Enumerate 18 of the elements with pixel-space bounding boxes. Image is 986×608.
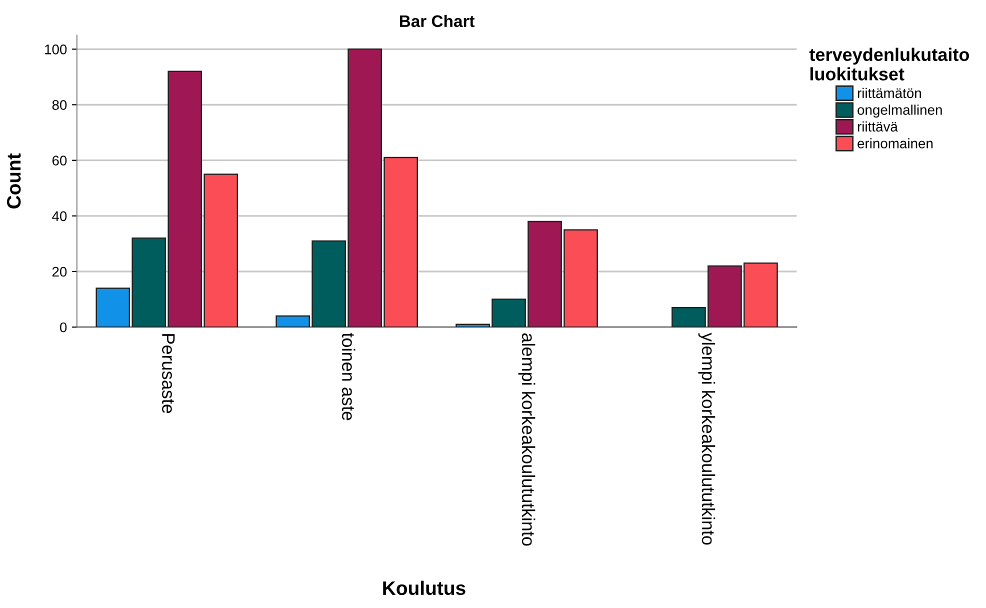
y-tick-label: 0: [60, 322, 67, 332]
x-tick-label: ylempi korkeakoulututkinto: [698, 332, 716, 545]
y-tick-label: 40: [52, 211, 67, 222]
y-tick-label: 100: [45, 44, 67, 54]
legend-title: terveydenlukutaito luokitukset: [809, 48, 970, 80]
y-tick-label: 80: [52, 100, 67, 110]
y-tick-label: 20: [52, 266, 67, 277]
x-tick-label: Perusaste: [162, 334, 175, 414]
legend-label: riittämätön: [858, 88, 921, 98]
x-axis-title: Koulutus: [383, 580, 466, 596]
x-tick-label: alempi korkeakoulututkinto: [518, 333, 536, 546]
legend-label: riittävä: [858, 121, 898, 132]
legend-label: ongelmallinen: [858, 104, 942, 118]
y-axis-title: Count: [6, 153, 21, 208]
x-tick-label: toinen aste: [342, 332, 356, 420]
legend-label: erinomainen: [858, 138, 933, 148]
chart-title: Bar Chart: [400, 14, 475, 28]
y-tick-label: 60: [52, 156, 67, 166]
